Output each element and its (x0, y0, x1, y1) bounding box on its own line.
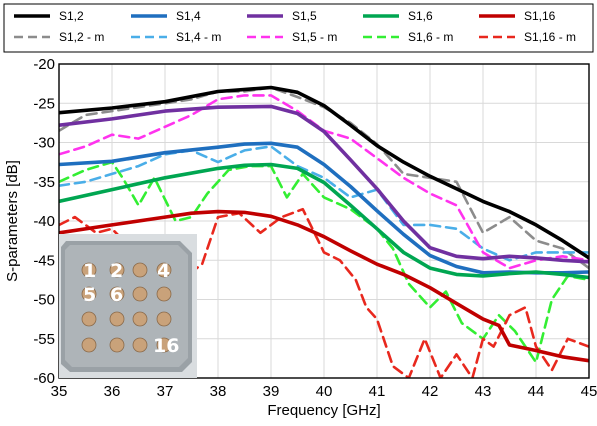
inset-pad (81, 311, 97, 327)
legend-label: S1,5 (292, 9, 317, 23)
inset-pad (109, 262, 125, 278)
inset-pad (81, 286, 97, 302)
legend-label: S1,4 - m (176, 30, 221, 44)
legend: S1,2 S1,2 - m S1,4 S1,4 - m S1,5 S1,5 - m S1,6… (3, 3, 594, 53)
inset-label-4: 4 (157, 260, 170, 282)
inset-pad (156, 311, 172, 327)
inset-array-photo: 1 2 4 5 6 16 (59, 234, 197, 378)
y-tick-label: -55 (33, 331, 55, 348)
inset-pad (156, 286, 172, 302)
series-lines (59, 85, 589, 378)
y-tick-label: -45 (33, 252, 55, 269)
legend-label: S1,2 (59, 9, 84, 23)
inset-pad (156, 337, 172, 353)
inset-pad (109, 286, 125, 302)
inset-pad (132, 286, 148, 302)
inset-pad (132, 337, 148, 353)
legend-label: S1,2 - m (59, 30, 104, 44)
legend-label: S1,6 (408, 9, 433, 23)
x-tick-label: 45 (581, 383, 597, 400)
series-line-s1-6-m (59, 160, 589, 364)
series-line-s1-6 (59, 162, 589, 280)
inset-pad (132, 311, 148, 327)
series-line-s1-5 (59, 104, 589, 264)
inset-pad (81, 262, 97, 278)
inset-label-16: 16 (153, 335, 179, 357)
x-axis-title: Frequency [GHz] (267, 402, 380, 419)
inset-label-6: 6 (110, 284, 123, 306)
inset-label-5: 5 (83, 284, 96, 306)
legend-label: S1,6 - m (408, 30, 453, 44)
y-tick-label: -20 (33, 56, 55, 73)
y-tick-label: -25 (33, 95, 55, 112)
y-axis-ticks: -20 -25 -30 -35 -40 -45 -50 -55 -60 (33, 56, 55, 387)
inset-pad (109, 311, 125, 327)
series-line-s1-16 (59, 209, 589, 363)
inset-pad (109, 337, 125, 353)
legend-label: S1,16 - m (524, 30, 576, 44)
y-axis-title: S-parameters [dB] (4, 160, 21, 282)
inset-pad (132, 262, 148, 278)
x-tick-label: 37 (157, 383, 174, 400)
x-axis-ticks: 35 36 37 38 39 40 41 42 43 44 45 (51, 383, 597, 400)
legend-label: S1,4 (176, 9, 201, 23)
x-tick-label: 35 (51, 383, 68, 400)
x-tick-label: 40 (316, 383, 333, 400)
y-tick-label: -30 (33, 135, 55, 152)
x-tick-label: 39 (263, 383, 280, 400)
x-tick-label: 43 (475, 383, 492, 400)
y-tick-label: -35 (33, 174, 55, 191)
x-tick-label: 38 (210, 383, 227, 400)
legend-label: S1,16 (524, 9, 556, 23)
inset-pad (156, 262, 172, 278)
inset-label-2: 2 (110, 260, 123, 282)
y-tick-label: -40 (33, 213, 55, 230)
y-tick-label: -50 (33, 292, 55, 309)
inset-pad (81, 337, 97, 353)
y-tick-label: -60 (33, 370, 55, 387)
inset-label-1: 1 (83, 260, 96, 282)
x-tick-label: 36 (104, 383, 121, 400)
series-line-s1-2 (59, 85, 589, 260)
x-tick-label: 41 (369, 383, 386, 400)
x-tick-label: 44 (528, 383, 545, 400)
x-tick-label: 42 (422, 383, 439, 400)
legend-label: S1,5 - m (292, 30, 337, 44)
